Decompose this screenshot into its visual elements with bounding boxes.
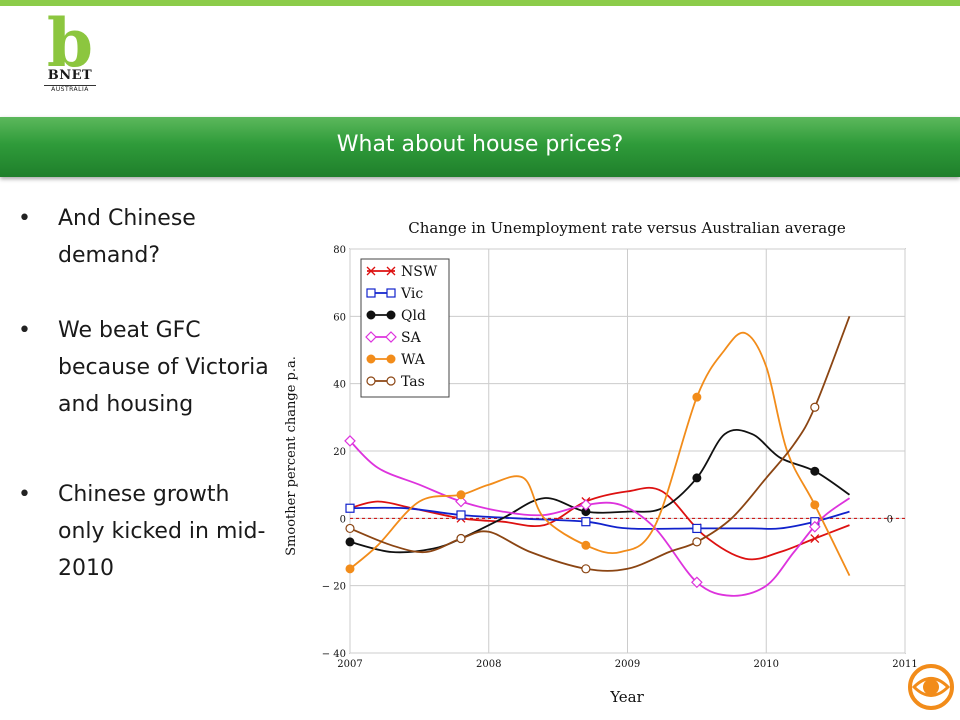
x-tick-label: 2011 [892, 659, 917, 670]
legend-marker [386, 310, 396, 320]
legend-marker [365, 331, 377, 343]
series-point-wa [810, 500, 820, 510]
x-tick-label: 2010 [754, 659, 779, 670]
series-line-wa [349, 331, 851, 576]
series-point-wa [581, 540, 591, 550]
legend-label: Tas [401, 374, 425, 390]
bullet-text: And Chinese demand? [58, 206, 196, 268]
y-tick-label: 60 [333, 312, 346, 323]
series-point-sa [808, 520, 821, 533]
bullet-dot-icon: • [18, 318, 31, 343]
unemployment-line-chart: Change in Unemployment rate versus Austr… [284, 219, 918, 706]
legend-marker [385, 331, 397, 343]
y-tick-label: 40 [333, 380, 346, 391]
series-point-sa [455, 495, 467, 508]
series-point-tas [810, 402, 820, 412]
series-line-tas [349, 315, 851, 572]
slide-title-bar: What about house prices? [0, 117, 960, 177]
legend-label: Vic [400, 286, 423, 302]
legend-marker [386, 376, 396, 386]
series-point-sa [691, 576, 703, 589]
bullet-text: Chinese growth only kicked in mid-2010 [58, 482, 266, 581]
x-tick-label: 2009 [615, 659, 640, 670]
x-tick-label: 2007 [337, 659, 362, 670]
y-tick-label: − 20 [322, 582, 346, 593]
plot-area: 2007 2008 2009 2010 2011 − 40 − 20 0 20 40 60 80 0 NS… [322, 245, 918, 670]
series-point-vic [581, 517, 591, 527]
x-axis-label: Year [609, 688, 644, 706]
marker-stroke [386, 266, 396, 276]
cbs-eye-logo-icon [908, 664, 954, 710]
series-point-sa [580, 499, 592, 511]
legend-marker [366, 266, 376, 276]
y-tick-label: − 40 [322, 649, 346, 660]
series-point-tas [345, 523, 355, 534]
legend-label: SA [401, 330, 422, 346]
series-point-wa [456, 490, 466, 500]
bullet-dot-icon: • [18, 206, 31, 231]
legend-marker [366, 288, 376, 298]
series-point-wa [692, 392, 702, 402]
series-point-sa [344, 435, 356, 447]
logo-rule [44, 85, 96, 86]
top-accent-line [0, 0, 960, 6]
bullet-dot-icon: • [18, 482, 31, 507]
reference-line-label: 0 [887, 514, 893, 525]
legend-marker [386, 288, 396, 298]
slide-title: What about house prices? [336, 132, 624, 157]
legend-marker [366, 310, 376, 320]
legend-label: WA [401, 352, 426, 368]
logo-letter: b [46, 4, 94, 82]
series-point-qld [692, 473, 702, 483]
series-point-nsw [810, 534, 820, 543]
legend-label: Qld [401, 308, 426, 324]
legend-marker [386, 354, 396, 364]
bnet-australia-logo: b BNET AUSTRALIA [30, 10, 110, 98]
chart-title: Change in Unemployment rate versus Austr… [408, 219, 846, 237]
series-point-vic [456, 510, 466, 520]
logo-sub: AUSTRALIA [51, 86, 89, 93]
legend-marker [366, 376, 376, 386]
chart-legend: NSW Vic Qld SA WA Tas [360, 258, 450, 398]
bullet-text: We beat GFC because of Victoria and hous… [58, 318, 269, 417]
series-point-vic [345, 503, 355, 513]
legend-marker [386, 266, 396, 276]
series-point-tas [692, 537, 702, 547]
legend-label: NSW [401, 264, 438, 280]
y-tick-label: 0 [340, 514, 346, 525]
legend-marker [366, 354, 376, 364]
marker-stroke [366, 266, 376, 276]
x-tick-label: 2008 [476, 659, 501, 670]
y-tick-label: 80 [333, 245, 346, 256]
legend-box [360, 258, 450, 398]
series-point-qld [810, 466, 820, 476]
series-line-sa [349, 440, 851, 597]
series-point-qld [345, 537, 355, 547]
series-point-wa [345, 564, 355, 574]
series-line-vic [349, 506, 850, 530]
marker-stroke [810, 534, 820, 543]
series-point-tas [456, 533, 466, 544]
y-tick-label: 20 [333, 447, 346, 458]
y-axis-label: Smoother percent change p.a. [284, 356, 299, 556]
series-point-tas [581, 564, 591, 574]
logo-name: BNET [47, 68, 93, 83]
series-point-vic [692, 523, 702, 534]
